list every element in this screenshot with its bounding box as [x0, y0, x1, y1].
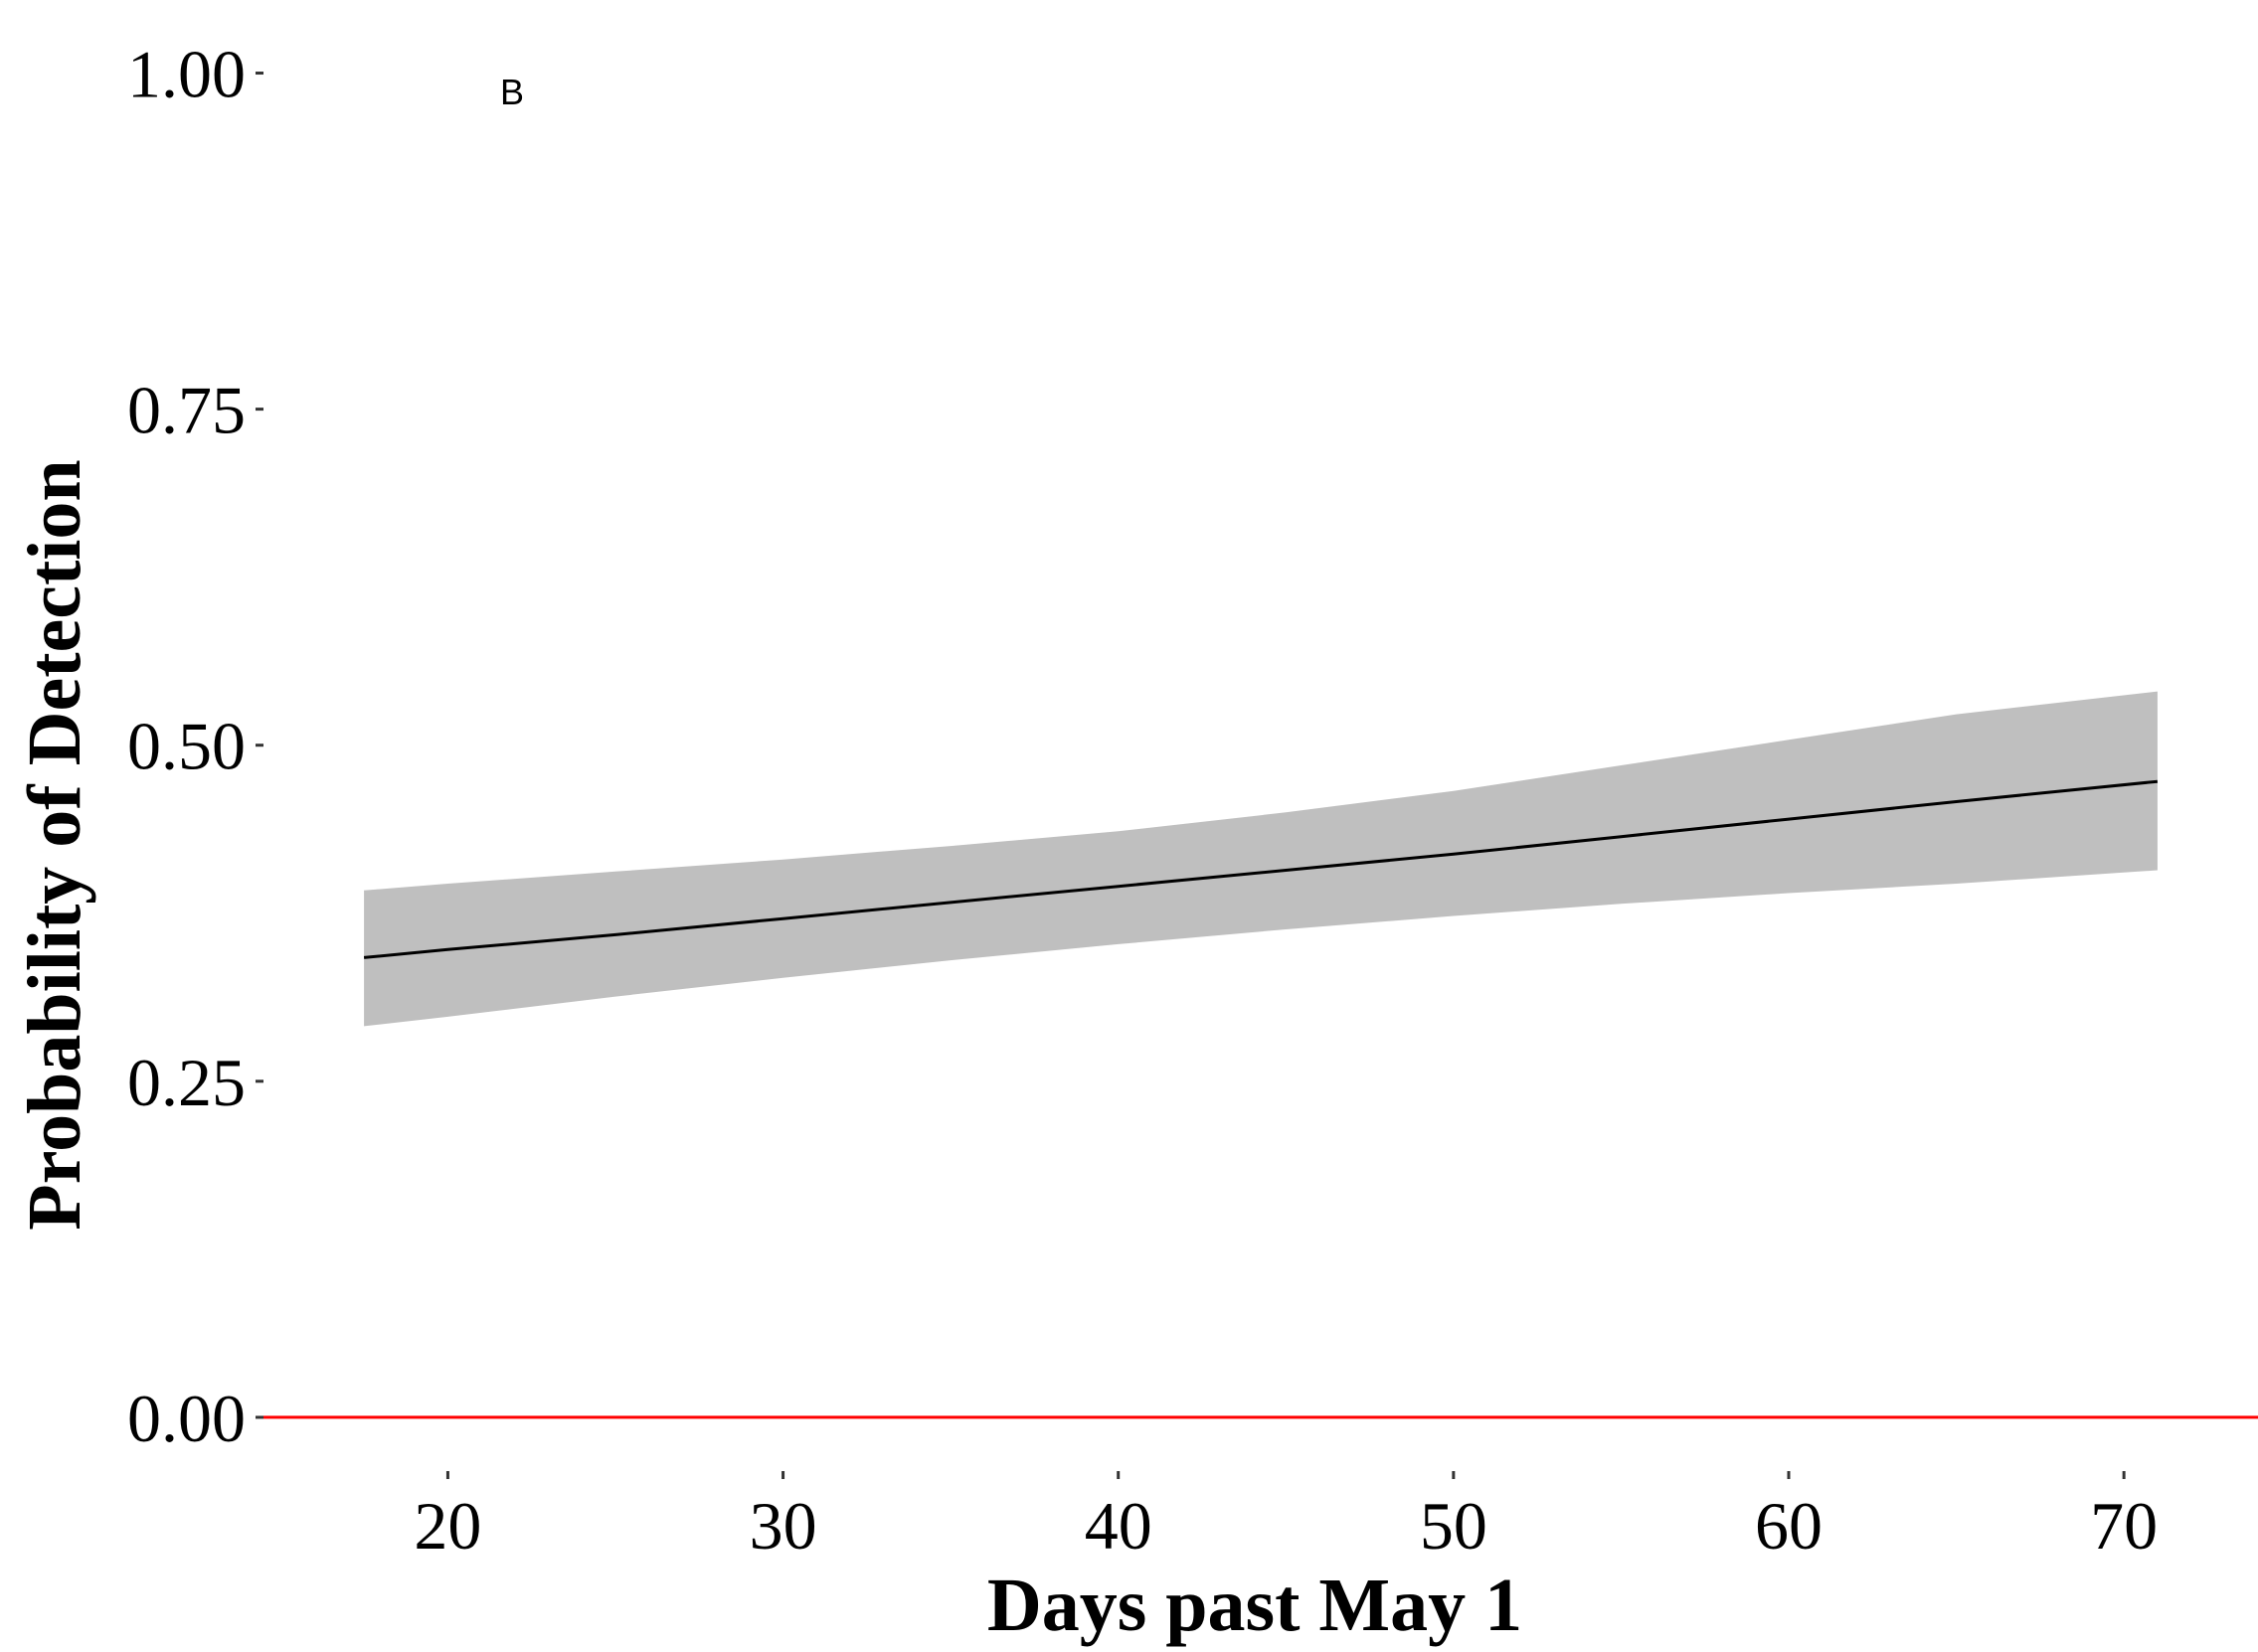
- confidence-band-layer: [364, 691, 2158, 1027]
- y-tick-label: 0.75: [127, 373, 246, 448]
- x-tick-label: 40: [1085, 1488, 1152, 1564]
- y-axis: 0.00 0.25 0.50 0.75 1.00: [127, 37, 263, 1456]
- x-tick-label: 60: [1755, 1488, 1823, 1564]
- confidence-band: [364, 691, 2158, 1027]
- panel-label: B: [500, 72, 524, 112]
- y-tick-label: 0.25: [127, 1045, 246, 1120]
- x-tick-label: 70: [2090, 1488, 2158, 1564]
- fitted-line: [363, 779, 2159, 959]
- x-tick-label: 30: [750, 1488, 817, 1564]
- x-axis-title: Days past May 1: [987, 1564, 1522, 1647]
- series-line-layer: [363, 779, 2159, 959]
- x-tick-label: 20: [414, 1488, 481, 1564]
- y-tick-label: 0.00: [127, 1381, 246, 1456]
- y-axis-title: Probability of Detection: [13, 459, 96, 1230]
- x-tick-label: 50: [1420, 1488, 1487, 1564]
- x-axis: 20 30 40 50 60 70: [414, 1471, 2158, 1564]
- y-tick-label: 0.50: [127, 709, 246, 784]
- y-tick-label: 1.00: [127, 37, 246, 112]
